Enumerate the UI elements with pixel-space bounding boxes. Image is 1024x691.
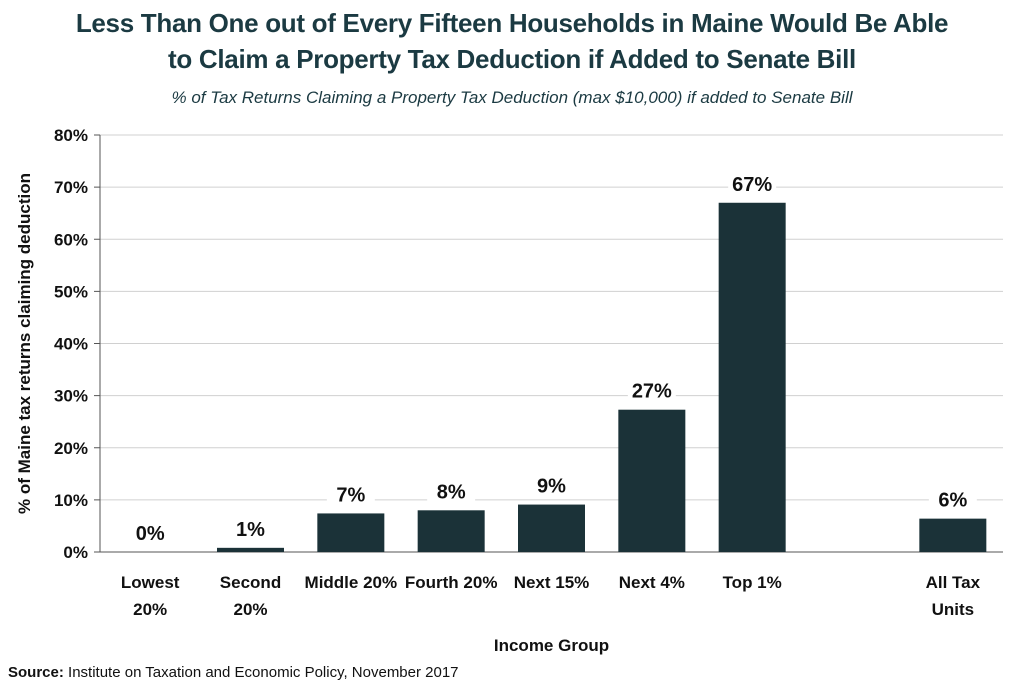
- y-axis-label: % of Maine tax returns claiming deductio…: [15, 173, 34, 514]
- data-label-bg-2: [326, 481, 375, 508]
- y-tick-label-50: 50%: [54, 282, 88, 301]
- bar-5: [618, 409, 686, 552]
- y-axis-ticks: 0% 10% 20% 30% 40% 50% 60% 70% 80%: [54, 126, 100, 562]
- data-label-8: 6%: [938, 490, 967, 512]
- category-label-2-0: Middle 20%: [305, 573, 398, 592]
- data-label-6: 67%: [732, 174, 772, 196]
- y-tick-label-40: 40%: [54, 335, 88, 354]
- data-label-bg-1: [226, 515, 275, 542]
- y-tick-label-20: 20%: [54, 439, 88, 458]
- data-label-1: 1%: [236, 519, 265, 541]
- category-label-8-1: Units: [932, 600, 975, 619]
- source-label: Source:: [8, 664, 64, 681]
- y-tick-label-10: 10%: [54, 491, 88, 510]
- source-text: Institute on Taxation and Economic Polic…: [63, 664, 459, 681]
- data-label-0: 0%: [136, 523, 165, 545]
- chart-title-line-1: Less Than One out of Every Fifteen House…: [75, 8, 949, 38]
- y-tick-label-60: 60%: [54, 230, 88, 249]
- data-labels: 0% 1% 7% 8% 9% 27% 67% 6%: [126, 170, 977, 546]
- bar-3: [417, 510, 485, 552]
- bar-8: [919, 518, 987, 552]
- category-label-0-0: Lowest: [121, 573, 180, 592]
- data-label-bg-3: [427, 478, 476, 505]
- category-label-4-0: Next 15%: [514, 573, 590, 592]
- data-label-3: 8%: [437, 481, 466, 503]
- bars: [217, 202, 987, 552]
- category-label-1-1: 20%: [233, 600, 267, 619]
- bar-4: [518, 504, 585, 552]
- data-label-bg-4: [527, 472, 576, 499]
- category-label-0-1: 20%: [133, 600, 167, 619]
- chart-title-line-2: to Claim a Property Tax Deduction if Add…: [168, 44, 856, 74]
- bar-6: [718, 202, 786, 552]
- data-label-bg-8: [928, 486, 977, 513]
- data-label-bg-5: [627, 377, 676, 404]
- source-note: Source: Institute on Taxation and Econom…: [8, 664, 459, 681]
- category-label-3-0: Fourth 20%: [405, 573, 498, 592]
- bar-1: [217, 547, 284, 552]
- data-label-2: 7%: [336, 484, 365, 506]
- category-labels: Lowest 20% Second 20% Middle 20% Fourth 20% Ne…: [121, 573, 981, 619]
- category-label-1-0: Second: [220, 573, 281, 592]
- y-tick-label-70: 70%: [54, 178, 88, 197]
- category-label-5-0: Next 4%: [619, 573, 685, 592]
- data-label-bg-0: [126, 520, 175, 546]
- data-label-5: 27%: [632, 381, 672, 403]
- y-tick-label-30: 30%: [54, 387, 88, 406]
- x-axis-label: Income Group: [494, 636, 609, 655]
- category-label-6-0: Top 1%: [723, 573, 782, 592]
- y-tick-label-0: 0%: [63, 543, 88, 562]
- chart-subtitle: % of Tax Returns Claiming a Property Tax…: [171, 88, 853, 107]
- data-label-bg-6: [728, 170, 777, 197]
- gridlines: [100, 134, 1003, 501]
- y-tick-label-80: 80%: [54, 126, 88, 145]
- category-label-8-0: All Tax: [926, 573, 981, 592]
- bar-2: [317, 513, 385, 552]
- data-label-4: 9%: [537, 476, 566, 498]
